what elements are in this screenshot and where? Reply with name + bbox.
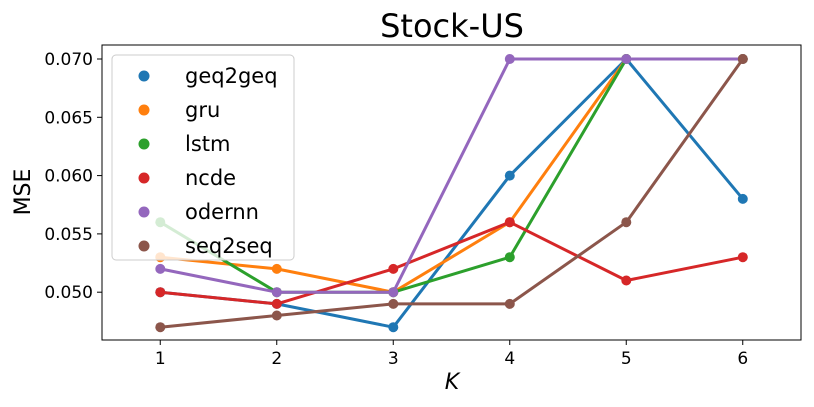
data-point-seq2seq-6 — [737, 54, 748, 64]
y-tick-label: 0.055 — [44, 225, 93, 245]
x-axis-label: K — [445, 370, 461, 395]
data-point-odernn-1 — [155, 263, 166, 274]
legend-marker-odernn — [138, 206, 150, 218]
legend-label-ncde: ncde — [185, 166, 236, 190]
legend-label-gru: gru — [185, 98, 220, 122]
x-tick-label: 1 — [155, 349, 166, 369]
y-axis-label: MSE — [11, 169, 36, 216]
series-line-ncde — [158, 220, 745, 306]
data-point-odernn-5 — [621, 54, 632, 64]
data-point-geq2geq-4 — [504, 170, 515, 181]
data-point-odernn-2 — [271, 287, 282, 298]
x-tick-label: 5 — [621, 349, 632, 369]
data-point-lstm-4 — [504, 252, 515, 263]
y-tick-label: 0.070 — [44, 50, 93, 70]
x-tick-label: 2 — [271, 349, 282, 369]
legend-label-lstm: lstm — [185, 132, 230, 156]
legend: geq2geq gru lstm ncde odernn seq2seq — [111, 54, 295, 261]
series-line-odernn — [158, 57, 745, 294]
data-point-ncde-2 — [271, 298, 282, 309]
data-point-seq2seq-5 — [621, 217, 632, 228]
x-tick-label: 3 — [388, 349, 399, 369]
legend-frame — [111, 54, 295, 261]
data-point-geq2geq-6 — [737, 193, 748, 204]
legend-marker-geq2geq — [138, 70, 150, 82]
legend-marker-seq2seq — [138, 240, 150, 252]
data-point-odernn-4 — [504, 54, 515, 64]
legend-marker-ncde — [138, 172, 150, 184]
legend-label-seq2seq: seq2seq — [185, 234, 273, 258]
y-tick-label: 0.065 — [44, 108, 93, 128]
data-point-seq2seq-4 — [504, 298, 515, 309]
x-tick-label: 6 — [737, 349, 748, 369]
data-point-odernn-3 — [388, 287, 399, 298]
data-point-geq2geq-3 — [388, 322, 399, 333]
x-tick-label: 4 — [504, 349, 515, 369]
legend-label-geq2geq: geq2geq — [185, 64, 278, 88]
legend-marker-lstm — [138, 138, 150, 150]
y-tick-label: 0.060 — [44, 167, 93, 187]
data-point-ncde-6 — [737, 252, 748, 263]
y-tick-label: 0.050 — [44, 283, 93, 303]
axes: 1 2 3 4 5 6 0.050 0.055 0.060 0.065 0.070 — [44, 50, 748, 369]
data-point-ncde-5 — [621, 275, 632, 286]
chart-title: Stock-US — [380, 7, 524, 45]
data-point-gru-2 — [271, 263, 282, 274]
data-point-seq2seq-3 — [388, 298, 399, 309]
data-point-ncde-1 — [155, 287, 166, 298]
data-point-seq2seq-1 — [155, 322, 166, 333]
data-point-ncde-4 — [504, 217, 515, 228]
data-point-seq2seq-2 — [271, 310, 282, 321]
legend-label-odernn: odernn — [185, 200, 259, 224]
legend-marker-gru — [138, 104, 150, 116]
data-point-ncde-3 — [388, 263, 399, 274]
series-line-seq2seq — [158, 57, 745, 329]
plot-frame — [101, 44, 802, 341]
